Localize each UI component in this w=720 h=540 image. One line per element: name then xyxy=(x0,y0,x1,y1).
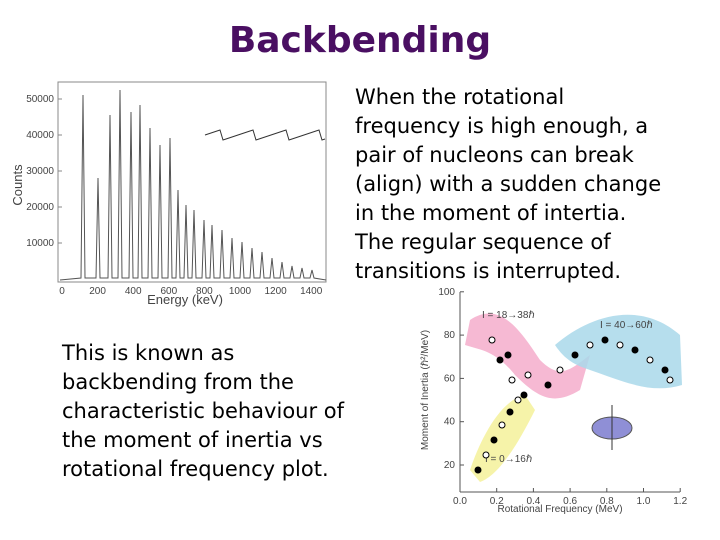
spectrum-figure: Counts Energy (keV) 10000200003000040000… xyxy=(10,81,327,307)
text-line: When the rotational xyxy=(355,85,564,109)
text-line: pair of nucleons can break xyxy=(355,143,635,167)
text-line: The regular sequence of xyxy=(354,230,611,254)
y-tick-label: 10000 xyxy=(26,238,54,249)
y-tick-label: 50000 xyxy=(26,94,54,105)
x-tick-label: 0.0 xyxy=(453,496,467,507)
y-tick-label: 40000 xyxy=(26,130,54,141)
x-tick-label: 0.4 xyxy=(526,496,540,507)
annotation: I = 0→16ℏ xyxy=(485,454,532,465)
y-tick-label: 40 xyxy=(444,417,456,428)
curve-point xyxy=(488,336,496,344)
y-tick-label: 100 xyxy=(438,287,455,298)
curve-point xyxy=(586,341,594,349)
y-axis-label: Counts xyxy=(10,164,25,206)
x-tick-label: 0.8 xyxy=(600,496,614,507)
x-tick-label: 1200 xyxy=(264,286,287,297)
text-line: the moment of inertia vs xyxy=(62,428,323,452)
x-tick-label: 0 xyxy=(59,286,65,297)
y-tick-label: 20000 xyxy=(26,202,54,213)
curve-point xyxy=(601,336,609,344)
text-line: characteristic behaviour of xyxy=(62,399,345,423)
paragraph: This is known as backbending from the char… xyxy=(61,341,345,481)
text-line: This is known as xyxy=(61,341,234,365)
paragraph: When the rotational frequency is high eno… xyxy=(354,85,661,283)
x-tick-label: 1.2 xyxy=(673,496,687,507)
x-tick-label: 200 xyxy=(89,286,106,297)
text-line: rotational frequency plot. xyxy=(62,457,329,481)
y-tick-label: 20 xyxy=(444,460,456,471)
curve-point xyxy=(544,381,552,389)
curve-point xyxy=(474,466,482,474)
text-line: (align) with a sudden change xyxy=(355,172,661,196)
x-tick-label: 600 xyxy=(160,286,177,297)
x-tick-label: 0.6 xyxy=(563,496,577,507)
spectrum-inset-trace xyxy=(204,129,326,141)
slide-title: Backbending xyxy=(229,20,491,61)
curve-point xyxy=(556,366,564,374)
curve-point xyxy=(661,366,669,374)
annotation: I = 18→38ℏ xyxy=(482,310,535,321)
highlight-blue xyxy=(555,314,682,389)
y-axis-label: Moment of Inertia (ℏ²/MeV) xyxy=(420,330,431,450)
curve-point xyxy=(514,396,522,404)
curve-point xyxy=(504,351,512,359)
x-tick-label: 800 xyxy=(196,286,213,297)
highlight-yellow xyxy=(470,395,535,482)
text-line: in the moment of intertia. xyxy=(355,201,626,225)
inertia-figure: Moment of Inertia (ℏ²/MeV) Rotational Fr… xyxy=(420,287,688,515)
text-line: frequency is high enough, a xyxy=(355,114,648,138)
spectrum-frame xyxy=(57,81,327,283)
x-tick-label: 0.2 xyxy=(490,496,504,507)
curve-point xyxy=(506,408,514,416)
y-tick-label: 80 xyxy=(444,330,456,341)
annotation: I = 40→60ℏ xyxy=(600,320,653,331)
x-axis-label: Rotational Frequency (MeV) xyxy=(497,504,622,515)
curve-point xyxy=(520,391,528,399)
curve-point xyxy=(631,346,639,354)
curve-point xyxy=(482,451,490,459)
curve-point xyxy=(508,376,516,384)
spectrum-trace xyxy=(59,89,327,281)
curve-point xyxy=(646,356,654,364)
x-tick-label: 1400 xyxy=(300,286,323,297)
x-tick-label: 1.0 xyxy=(637,496,651,507)
y-tick-label: 30000 xyxy=(26,166,54,177)
curve-point xyxy=(498,421,506,429)
curve-point xyxy=(496,356,504,364)
curve-point xyxy=(524,371,532,379)
highlight-pink xyxy=(465,313,590,399)
y-tick-label: 60 xyxy=(444,373,456,384)
curve-point xyxy=(571,351,579,359)
x-tick-label: 400 xyxy=(125,286,142,297)
x-axis-label: Energy (keV) xyxy=(147,292,223,307)
curve-point xyxy=(666,376,674,384)
text-line: backbending from the xyxy=(62,370,294,394)
text-line: transitions is interrupted. xyxy=(355,259,621,283)
x-tick-label: 1000 xyxy=(229,286,252,297)
curve-point xyxy=(616,341,624,349)
curve-point xyxy=(490,436,498,444)
